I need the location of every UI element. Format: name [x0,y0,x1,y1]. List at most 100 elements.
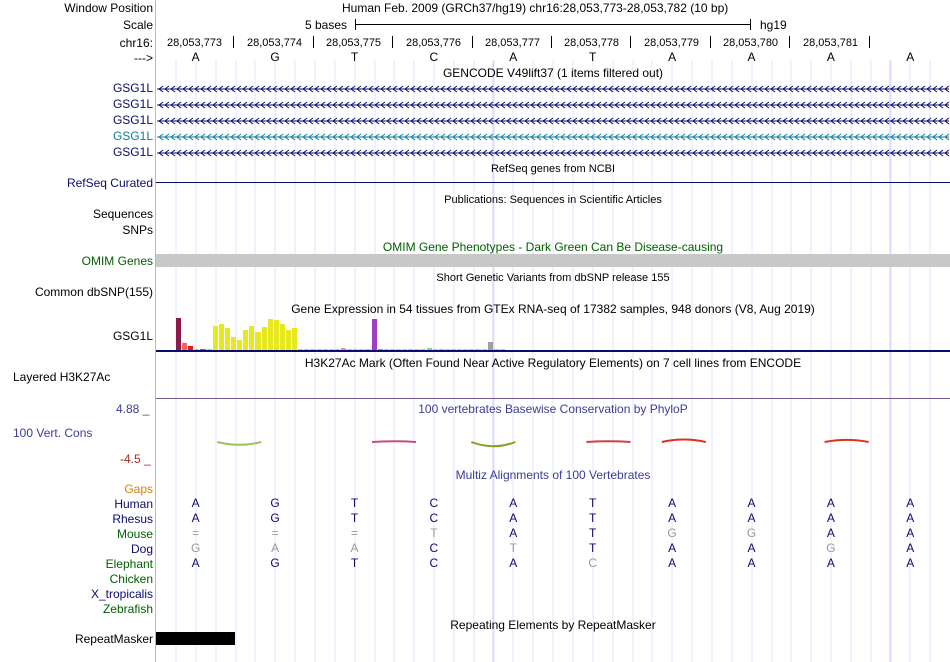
gencode-gene-label[interactable]: GSG1L [112,129,153,143]
gtex-tissue-bar[interactable] [365,349,371,350]
gtex-tissue-bar[interactable] [304,349,310,350]
gtex-tissue-bar[interactable] [279,324,285,350]
gtex-tissue-bar[interactable] [231,337,237,350]
gtex-tissue-bar[interactable] [371,319,377,350]
gtex-tissue-bar[interactable] [298,349,304,350]
gtex-tissue-bar[interactable] [182,343,188,350]
gtex-tissue-bar[interactable] [249,326,255,350]
gtex-track-title[interactable]: Gene Expression in 54 tissues from GTEx … [291,302,815,316]
refseq-track-title[interactable]: RefSeq genes from NCBI [490,163,616,175]
gencode-gene-feature[interactable] [157,99,949,111]
phylop-score-mark[interactable] [586,440,631,443]
gtex-tissue-bar[interactable] [377,349,383,350]
conservation-label[interactable]: 100 Vert. Cons [13,426,93,440]
gtex-tissue-bar[interactable] [487,342,493,350]
refseq-curated-feature[interactable] [156,182,950,183]
gtex-tissue-bar[interactable] [273,320,279,350]
gtex-tissue-bar[interactable] [420,349,426,350]
gtex-tissue-bar[interactable] [414,349,420,350]
gtex-expression-bars[interactable] [176,316,506,350]
gtex-tissue-bar[interactable] [457,349,463,350]
gtex-tissue-bar[interactable] [292,328,298,350]
gtex-tissue-bar[interactable] [383,349,389,350]
gtex-tissue-bar[interactable] [224,328,230,350]
gtex-tissue-bar[interactable] [255,332,261,350]
multiz-species-label[interactable]: Mouse [116,527,153,541]
gtex-tissue-bar[interactable] [310,349,316,350]
gencode-gene-feature[interactable] [157,131,949,143]
phylop-score-mark[interactable] [371,440,417,443]
gtex-tissue-bar[interactable] [359,349,365,350]
dbsnp-track-title[interactable]: Short Genetic Variants from dbSNP releas… [436,272,670,284]
gtex-tissue-bar[interactable] [188,346,194,350]
multiz-species-label[interactable]: X_tropicalis [90,587,153,601]
repeatmasker-label[interactable]: RepeatMasker [74,632,153,646]
gtex-tissue-bar[interactable] [389,349,395,350]
multiz-species-label[interactable]: Elephant [105,557,153,571]
gtex-tissue-bar[interactable] [481,349,487,350]
multiz-species-label[interactable]: Rhesus [112,512,153,526]
gtex-tissue-bar[interactable] [353,349,359,350]
gtex-tissue-bar[interactable] [451,349,457,350]
gtex-tissue-bar[interactable] [218,324,224,350]
phylop-score-mark[interactable] [470,441,516,448]
publications-snps-label[interactable]: SNPs [122,223,153,237]
repeatmasker-feature[interactable] [156,632,235,645]
gencode-gene-label[interactable]: GSG1L [112,113,153,127]
omim-genes-label[interactable]: OMIM Genes [81,254,153,268]
gencode-gene-feature[interactable] [157,83,949,95]
gtex-tissue-bar[interactable] [261,327,267,350]
gtex-tissue-bar[interactable] [408,349,414,350]
gtex-tissue-bar[interactable] [243,330,249,350]
h3k27ac-track-title[interactable]: H3K27Ac Mark (Often Found Near Active Re… [304,356,802,370]
refseq-curated-label[interactable]: RefSeq Curated [66,176,153,190]
multiz-species-label[interactable]: Human [114,497,153,511]
gtex-tissue-bar[interactable] [212,326,218,350]
publications-sequences-label[interactable]: Sequences [92,207,153,221]
gtex-tissue-bar[interactable] [493,349,499,350]
gtex-tissue-bar[interactable] [334,349,340,350]
h3k27ac-label[interactable]: Layered H3K27Ac [13,370,111,384]
gtex-tissue-bar[interactable] [444,349,450,350]
gtex-tissue-bar[interactable] [402,349,408,350]
gtex-tissue-bar[interactable] [200,349,206,350]
gtex-tissue-bar[interactable] [176,318,182,350]
gtex-tissue-bar[interactable] [341,348,347,350]
gencode-gene-feature[interactable] [157,115,949,127]
gtex-tissue-bar[interactable] [206,349,212,350]
gtex-tissue-bar[interactable] [347,349,353,350]
gtex-tissue-bar[interactable] [396,349,402,350]
gencode-gene-label[interactable]: GSG1L [112,97,153,111]
gtex-gene-feature[interactable] [156,350,950,352]
gtex-tissue-bar[interactable] [316,349,322,350]
omim-gene-feature[interactable] [156,254,950,267]
gtex-tissue-bar[interactable] [469,349,475,350]
dbsnp-label[interactable]: Common dbSNP(155) [34,285,153,299]
gencode-gene-feature[interactable] [157,147,949,159]
gtex-gene-label[interactable]: GSG1L [112,329,153,343]
phylop-score-mark[interactable] [824,438,869,443]
gtex-tissue-bar[interactable] [328,349,334,350]
gtex-tissue-bar[interactable] [322,349,328,350]
multiz-species-label[interactable]: Dog [130,542,153,556]
repeatmasker-track-title[interactable]: Repeating Elements by RepeatMasker [450,618,656,632]
gtex-tissue-bar[interactable] [286,330,292,350]
conservation-track-title[interactable]: 100 vertebrates Basewise Conservation by… [418,402,688,416]
gtex-tissue-bar[interactable] [432,349,438,350]
gtex-tissue-bar[interactable] [463,349,469,350]
multiz-species-label[interactable]: Chicken [109,572,153,586]
gtex-tissue-bar[interactable] [499,349,505,350]
conservation-plot[interactable] [156,420,950,460]
gencode-track-title[interactable]: GENCODE V49lift37 (1 items filtered out) [442,66,664,80]
phylop-score-mark[interactable] [661,438,707,443]
gtex-tissue-bar[interactable] [194,349,200,350]
gtex-tissue-bar[interactable] [267,319,273,350]
gencode-gene-label[interactable]: GSG1L [112,81,153,95]
gtex-tissue-bar[interactable] [438,349,444,350]
omim-track-title[interactable]: OMIM Gene Phenotypes - Dark Green Can Be… [382,240,724,254]
phylop-score-mark[interactable] [216,441,262,446]
gtex-tissue-bar[interactable] [475,349,481,350]
publications-track-title[interactable]: Publications: Sequences in Scientific Ar… [444,194,662,206]
multiz-species-label[interactable]: Zebrafish [102,602,153,616]
gencode-gene-label[interactable]: GSG1L [112,145,153,159]
